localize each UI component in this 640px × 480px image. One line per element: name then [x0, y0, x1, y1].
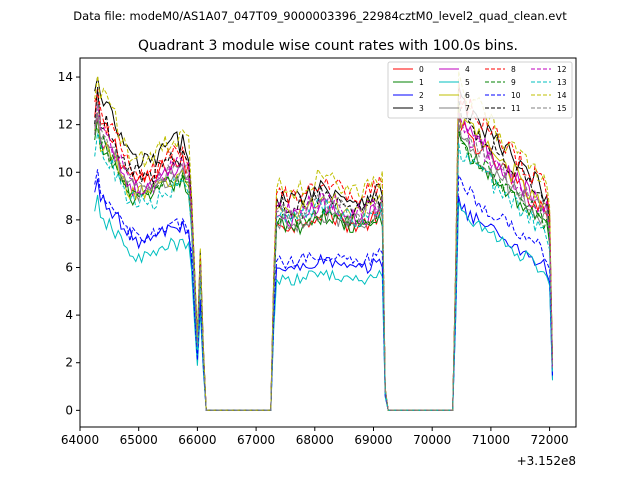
legend-label-0: 0: [419, 65, 424, 74]
legend-label-4: 4: [465, 65, 470, 74]
series-line-2: [94, 178, 553, 411]
x-tick-label: 64000: [61, 433, 99, 447]
chart-title: Quadrant 3 module wise count rates with …: [138, 38, 518, 54]
x-tick-label: 71000: [472, 433, 510, 447]
x-tick-label: 72000: [530, 433, 568, 447]
legend-label-1: 1: [419, 78, 424, 87]
series-line-9: [94, 126, 553, 411]
y-tick-label: 8: [65, 213, 73, 227]
series-line-14: [94, 70, 553, 411]
legend-label-6: 6: [465, 91, 470, 100]
x-axis: 64000 65000 66000 67000 68000 69000 70000 71000…: [61, 427, 569, 447]
legend-label-2: 2: [419, 91, 424, 100]
series-layer: [94, 70, 553, 411]
series-line-7: [94, 113, 553, 411]
series-line-8: [94, 79, 553, 411]
legend-label-8: 8: [511, 65, 516, 74]
x-offset-label: +3.152e8: [517, 454, 576, 468]
y-tick-label: 0: [65, 403, 73, 417]
x-tick-label: 70000: [413, 433, 451, 447]
y-tick-label: 12: [58, 118, 73, 132]
series-line-13: [94, 132, 553, 411]
plot-frame: [79, 57, 577, 428]
legend-label-12: 12: [557, 65, 567, 74]
series-line-15: [94, 98, 553, 411]
legend-label-11: 11: [511, 104, 521, 113]
y-tick-label: 10: [58, 165, 73, 179]
y-tick-label: 14: [58, 70, 73, 84]
legend-label-15: 15: [557, 104, 567, 113]
series-line-10: [94, 169, 553, 411]
x-tick-label: 65000: [120, 433, 158, 447]
y-tick-label: 4: [65, 308, 73, 322]
legend-label-5: 5: [465, 78, 470, 87]
x-tick-label: 68000: [296, 433, 334, 447]
y-tick-label: 6: [65, 260, 73, 274]
legend-label-13: 13: [557, 78, 567, 87]
y-tick-label: 2: [65, 356, 73, 370]
y-axis: 0 2 4 6 8 10 12 14: [58, 70, 80, 417]
legend-box: [387, 61, 573, 119]
legend-label-9: 9: [511, 78, 516, 87]
legend-label-7: 7: [465, 104, 470, 113]
legend-label-3: 3: [419, 104, 424, 113]
series-line-5: [94, 194, 553, 411]
legend-label-10: 10: [511, 91, 521, 100]
chart-suptitle: Data file: modeM0/AS1A07_047T09_90000033…: [73, 9, 567, 23]
legend-label-14: 14: [557, 91, 567, 100]
x-tick-label: 66000: [178, 433, 216, 447]
x-tick-label: 69000: [354, 433, 392, 447]
x-tick-label: 67000: [237, 433, 275, 447]
